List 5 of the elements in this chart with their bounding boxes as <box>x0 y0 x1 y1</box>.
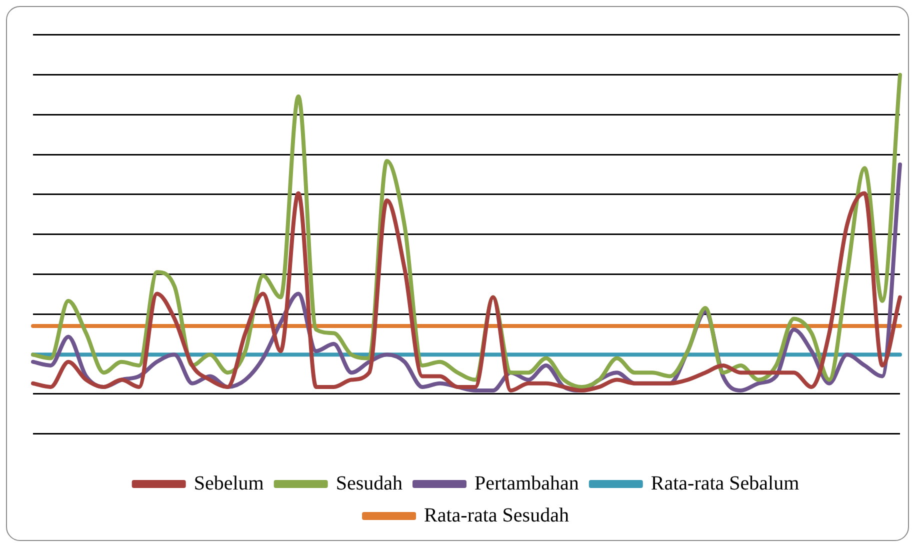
legend-label: Sesudah <box>336 472 402 494</box>
legend-label: Pertambahan <box>474 472 579 494</box>
legend-label: Rata-rata Sebalum <box>650 472 800 494</box>
legend-label: Sebelum <box>194 472 264 494</box>
legend-label: Rata-rata Sesudah <box>424 504 569 526</box>
